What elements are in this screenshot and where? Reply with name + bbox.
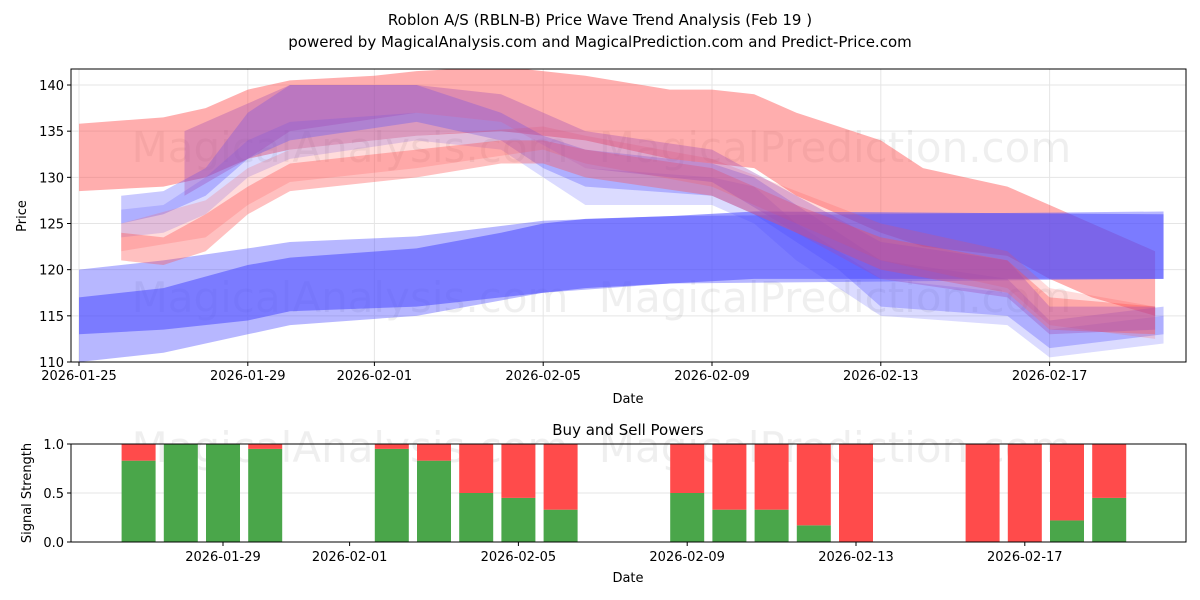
y-tick-label: 115 bbox=[39, 310, 64, 325]
blue-wave-band bbox=[79, 211, 1164, 335]
blue-wave-band bbox=[121, 112, 1164, 358]
subplot-title: Buy and Sell Powers bbox=[552, 421, 704, 439]
sell-bar bbox=[754, 444, 789, 510]
sell-bar bbox=[796, 444, 831, 526]
watermark: MagicalAnalysis.com bbox=[132, 123, 569, 172]
x-axis-label: Date bbox=[612, 392, 643, 407]
x-tick-label: 2026-02-01 bbox=[312, 550, 388, 565]
sell-bar bbox=[1092, 444, 1127, 498]
sell-bar bbox=[965, 444, 1000, 542]
buy-bar bbox=[459, 493, 494, 542]
buy-bar bbox=[1050, 520, 1084, 542]
watermark: MagicalPrediction.com bbox=[599, 123, 1072, 172]
y-tick-label: 135 bbox=[39, 125, 64, 140]
buy-bar bbox=[248, 448, 283, 542]
sell-bar bbox=[248, 444, 283, 449]
y-tick-label: 130 bbox=[39, 171, 64, 186]
red-wave-band bbox=[121, 126, 1156, 339]
y-tick-label: 125 bbox=[39, 218, 64, 233]
sell-bar bbox=[1050, 444, 1084, 521]
x-tick-label: 2026-02-05 bbox=[481, 550, 557, 565]
buy-bar bbox=[417, 460, 451, 542]
sell-bar bbox=[543, 444, 578, 510]
sell-bar bbox=[839, 444, 873, 542]
y-tick-label: 0.5 bbox=[43, 487, 64, 502]
y-axis-label: Price bbox=[15, 200, 30, 232]
sell-bar bbox=[121, 444, 156, 461]
x-tick-label: 2026-01-25 bbox=[41, 369, 117, 384]
y-axis-label: Signal Strength bbox=[20, 443, 35, 543]
price-bands bbox=[79, 69, 1164, 362]
buy-bar bbox=[543, 509, 578, 542]
blue-wave-band bbox=[121, 85, 1164, 349]
sell-bar bbox=[501, 444, 536, 498]
buy-bar bbox=[206, 444, 240, 542]
watermark: MagicalAnalysis.com bbox=[132, 423, 569, 472]
buy-bar bbox=[670, 493, 705, 542]
x-tick-label: 2026-01-29 bbox=[185, 550, 261, 565]
x-tick-label: 2026-01-29 bbox=[210, 369, 286, 384]
chart-title: Roblon A/S (RBLN-B) Price Wave Trend Ana… bbox=[388, 11, 812, 29]
x-tick-label: 2026-02-17 bbox=[987, 550, 1063, 565]
buy-bar bbox=[163, 444, 198, 542]
buy-bar bbox=[121, 460, 156, 542]
purple-wave-band bbox=[184, 85, 1156, 335]
sell-bar bbox=[670, 444, 705, 493]
x-tick-label: 2026-02-09 bbox=[649, 550, 725, 565]
buy-bar bbox=[1092, 497, 1127, 542]
buy-bar bbox=[712, 509, 747, 542]
y-tick-label: 120 bbox=[39, 264, 64, 279]
sell-bar bbox=[712, 444, 747, 510]
buy-sell-plot: MagicalAnalysis.com MagicalPrediction.com… bbox=[20, 421, 1187, 586]
sell-bar bbox=[374, 444, 409, 449]
red-wave-band bbox=[121, 140, 1156, 335]
y-tick-label: 110 bbox=[39, 356, 64, 371]
y-tick-label: 0.0 bbox=[43, 536, 64, 551]
plot-frame bbox=[70, 68, 1187, 363]
red-wave-band bbox=[79, 69, 1156, 316]
y-tick-label: 1.0 bbox=[43, 438, 64, 453]
buy-bar bbox=[374, 448, 409, 542]
sell-bar bbox=[1007, 444, 1042, 542]
x-tick-label: 2026-02-17 bbox=[1012, 369, 1088, 384]
buy-bar bbox=[754, 509, 789, 542]
x-tick-label: 2026-02-13 bbox=[818, 550, 894, 565]
chart-subtitle: powered by MagicalAnalysis.com and Magic… bbox=[288, 33, 912, 51]
buy-bar bbox=[501, 497, 536, 542]
buy-bar bbox=[796, 525, 831, 542]
x-axis-label: Date bbox=[612, 571, 643, 586]
y-tick-label: 140 bbox=[39, 79, 64, 94]
x-tick-label: 2026-02-09 bbox=[674, 369, 750, 384]
sell-bar bbox=[459, 444, 494, 493]
sell-bar bbox=[417, 444, 451, 461]
x-tick-label: 2026-02-05 bbox=[505, 369, 581, 384]
x-tick-label: 2026-02-13 bbox=[843, 369, 919, 384]
price-wave-plot: MagicalAnalysis.com MagicalPrediction.com… bbox=[15, 68, 1187, 407]
x-tick-label: 2026-02-01 bbox=[337, 369, 413, 384]
